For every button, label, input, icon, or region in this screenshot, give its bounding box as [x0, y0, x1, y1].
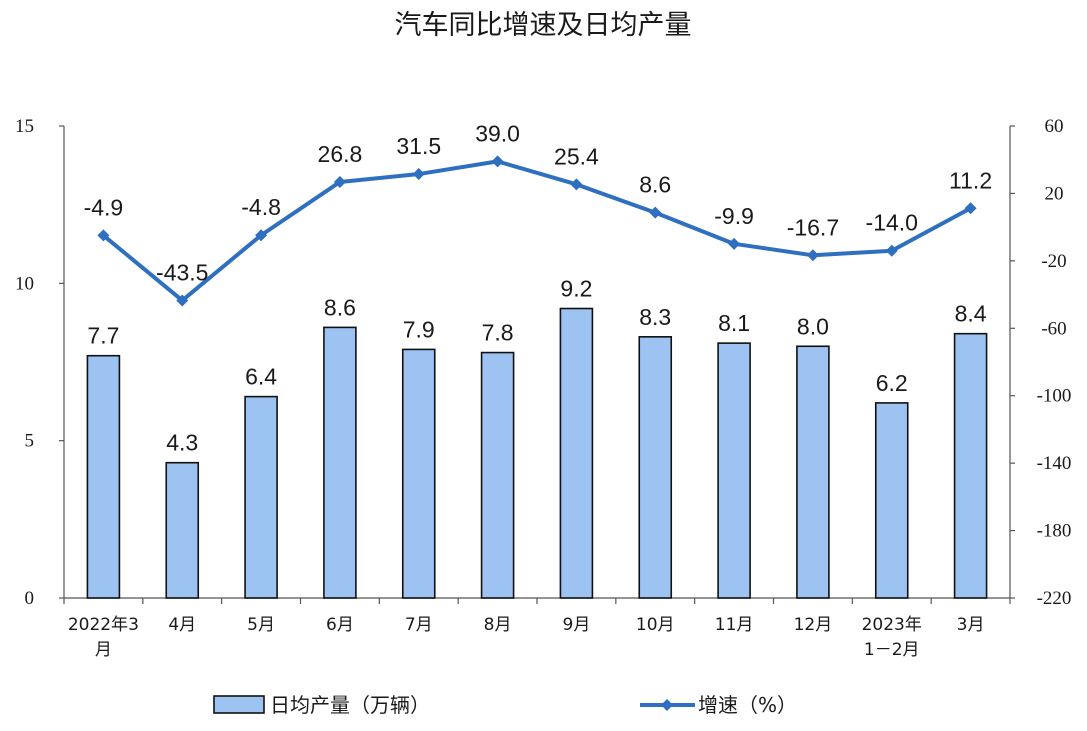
bar-data-label: 6.2	[876, 370, 908, 396]
line-point	[806, 249, 819, 262]
legend-line-marker	[661, 699, 673, 711]
x-tick-label: 2022年3	[68, 615, 139, 635]
chart-title: 汽车同比增速及日均产量	[395, 10, 692, 41]
x-tick-label: 9月	[563, 615, 591, 635]
line-point	[885, 244, 898, 257]
bar-data-label: 8.4	[955, 301, 987, 327]
bar	[165, 461, 200, 599]
bar	[874, 402, 909, 599]
legend-bar-label: 日均产量（万辆）	[270, 693, 430, 717]
bar-data-label: 8.3	[639, 304, 671, 330]
legend-line-label: 增速（%）	[698, 693, 797, 717]
line-data-label: -9.9	[714, 203, 754, 229]
x-tick-label: 月	[95, 640, 112, 660]
line-point	[255, 229, 268, 242]
line-point	[412, 168, 425, 181]
right-tick-label: -220	[1037, 588, 1072, 609]
bar-data-label: 8.1	[718, 310, 750, 336]
x-tick-label: 5月	[247, 615, 275, 635]
bar-data-label: 7.8	[482, 320, 514, 346]
bar-data-label: 7.7	[87, 323, 119, 349]
line-point	[570, 178, 583, 191]
right-tick-label: -100	[1037, 386, 1072, 407]
bar	[796, 345, 830, 599]
bar	[323, 326, 357, 599]
left-tick-label: 0	[25, 588, 35, 609]
line-point	[333, 175, 346, 188]
right-tick-label: -20	[1041, 251, 1066, 272]
legend-bar-swatch	[213, 695, 265, 714]
bar-data-label: 4.3	[166, 430, 198, 456]
bar-data-label: 7.9	[403, 316, 435, 342]
x-tick-label: 4月	[168, 615, 196, 635]
x-tick-label: 3月	[957, 615, 985, 635]
line-data-label: 8.6	[639, 172, 671, 198]
x-tick-label: 2023年	[862, 615, 922, 635]
bar-data-label: 9.2	[560, 276, 592, 302]
x-tick-label: 11月	[715, 615, 754, 635]
x-tick-label: 12月	[794, 615, 833, 635]
bar-data-label: 6.4	[245, 364, 277, 390]
right-tick-label: -180	[1037, 521, 1072, 542]
bar	[244, 395, 278, 599]
line-data-label: 11.2	[949, 167, 992, 193]
x-tick-label: 10月	[636, 615, 675, 635]
data-labels: 7.7 4.3 6.4 8.6 7.9 7.8 9.2 8.3 8.1 8.0 6.2 8.4 -4.9…	[84, 120, 993, 455]
line-point	[728, 237, 741, 250]
x-tick-label: 6月	[326, 615, 354, 635]
line-data-label: -43.5	[156, 259, 208, 285]
growth-line	[102, 159, 972, 303]
line-data-label: -4.9	[84, 194, 124, 220]
left-tick-label: 5	[25, 431, 35, 452]
line-data-label: 26.8	[318, 141, 363, 167]
line-data-label: -14.0	[866, 210, 918, 236]
bar	[86, 354, 121, 599]
right-tick-label: -140	[1037, 453, 1072, 474]
line-data-label: 25.4	[554, 143, 599, 169]
x-tick-label: 8月	[484, 615, 512, 635]
right-tick-label: 60	[1045, 116, 1064, 137]
bar	[953, 332, 988, 599]
line-data-label: 39.0	[475, 120, 520, 146]
left-tick-label: 15	[15, 116, 34, 137]
legend: 日均产量（万辆） 增速（%）	[213, 693, 797, 717]
axes: 0 5 10 15 -220 -180 -140 -100 -60 -20 20 60 2022年3 月 4…	[15, 116, 1071, 660]
x-tick-label: 7月	[405, 615, 433, 635]
bar	[717, 342, 751, 599]
bar	[480, 351, 515, 599]
line-point	[176, 294, 189, 307]
bar	[401, 348, 436, 599]
bar	[638, 336, 673, 599]
bar-data-label: 8.6	[324, 294, 356, 320]
bar-data-label: 8.0	[797, 313, 829, 339]
line-data-label: 31.5	[396, 133, 441, 159]
bar-series	[86, 307, 988, 599]
line-point	[97, 229, 110, 242]
left-tick-label: 10	[15, 273, 34, 294]
right-tick-label: -60	[1041, 318, 1066, 339]
bar	[559, 307, 594, 599]
line-point	[491, 155, 504, 168]
right-tick-label: 20	[1045, 183, 1064, 204]
line-series	[97, 155, 977, 307]
x-tick-label: 1－2月	[864, 640, 920, 660]
line-point	[964, 202, 977, 215]
line-data-label: -4.8	[241, 194, 281, 220]
line-data-label: -16.7	[787, 214, 839, 240]
line-point	[649, 206, 662, 219]
